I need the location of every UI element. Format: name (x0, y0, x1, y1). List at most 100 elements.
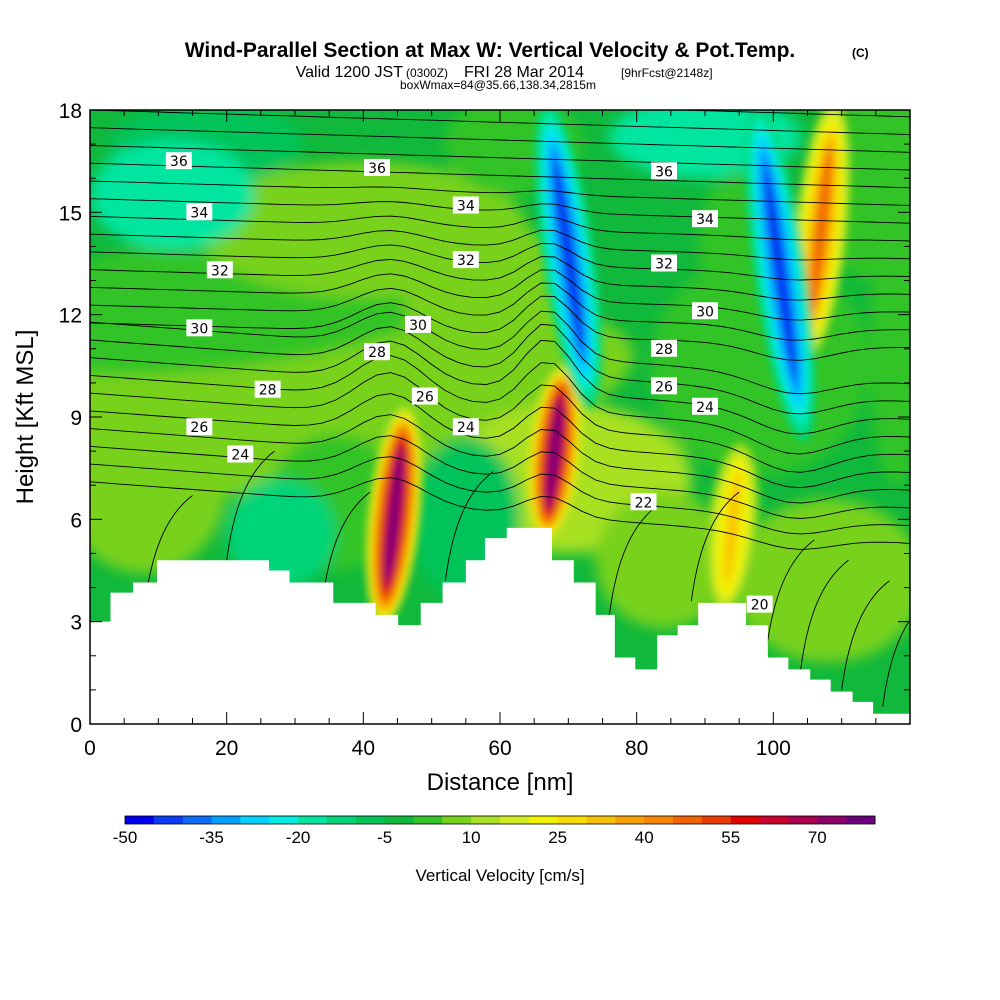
theta-contour-label: 34 (452, 196, 479, 215)
colorbar-tick-label: -50 (113, 828, 138, 847)
contour-label-box (186, 203, 213, 221)
colorbar-swatch (269, 816, 299, 824)
theta-contour-label: 32 (452, 251, 479, 269)
theta-contour-label: 34 (186, 203, 213, 221)
contour-label-text: 26 (190, 420, 208, 436)
y-tick-label: 3 (70, 612, 82, 635)
title-mark: (C) (852, 46, 869, 60)
contour-label-box (254, 380, 281, 398)
theta-contour-label: 22 (630, 493, 657, 511)
contour-label-box (692, 210, 718, 228)
contour-label-text: 20 (751, 598, 769, 614)
colorbar-tick-label: 55 (721, 828, 740, 847)
contour-label-text: 28 (259, 383, 277, 399)
theta-contour-label: 26 (651, 377, 677, 395)
contour-label-text: 24 (231, 448, 249, 464)
colorbar-swatch (355, 816, 386, 824)
colorbar-swatch (846, 816, 876, 824)
colorbar-tick-label: 10 (462, 828, 481, 847)
colorbar-swatch (701, 816, 732, 824)
field-patch (732, 498, 910, 663)
colorbar-frame (124, 815, 876, 825)
contour-label-text: 30 (409, 318, 427, 334)
colorbar-swatch (644, 816, 674, 824)
colorbar-swatch (528, 816, 559, 824)
contour-label-text: 26 (655, 379, 673, 395)
colorbar-swatch (586, 816, 616, 824)
contour-label-box (651, 377, 677, 395)
contour-label-box (452, 196, 479, 214)
colorbar-tick-label: 70 (808, 828, 827, 847)
isentrope-line (90, 145, 910, 171)
isentrope-line (766, 539, 815, 650)
colorbar-swatch (384, 816, 414, 824)
contour-label-box (452, 251, 479, 269)
colorbar-tick-label: -35 (199, 828, 224, 847)
contour-label-box (186, 418, 213, 436)
velocity-plume (812, 151, 831, 308)
velocity-plume (386, 449, 402, 583)
theta-contour-label: 36 (364, 158, 390, 177)
field-patch (90, 140, 254, 250)
theta-contour-label: 24 (452, 418, 479, 436)
contour-label-text: 24 (457, 420, 475, 436)
colorbar-swatch (326, 816, 357, 824)
colorbar-swatch (500, 816, 530, 824)
isentrope-line (90, 477, 910, 550)
contour-label-text: 32 (655, 257, 673, 273)
contour-labels: 36 36 36 34 34 34 32 32 32 30 30 30 28 28 28 26 26 26 24 24… (165, 152, 773, 614)
contour-label-text: 36 (655, 164, 673, 180)
x-tick-label: 60 (488, 737, 511, 760)
x-axis-title: Distance [nm] (427, 769, 574, 796)
isentrope-line (90, 414, 910, 504)
contour-label-box (651, 254, 677, 272)
isentrope-line (90, 355, 910, 455)
contour-label-box (746, 595, 773, 613)
theta-contour-label: 30 (405, 315, 431, 334)
velocity-plume (554, 163, 582, 347)
isentrope-line (90, 310, 910, 395)
velocity-plume (765, 170, 795, 374)
theta-contour-label: 28 (364, 343, 390, 361)
isentrope-line (90, 162, 910, 189)
isentrope-line (90, 339, 910, 435)
colorbar-swatch (298, 816, 328, 824)
theta-contour-label: 30 (692, 302, 718, 320)
contour-label-text: 24 (696, 400, 714, 416)
isentrope-line (882, 619, 910, 708)
colorbar-title: Vertical Velocity [cm/s] (415, 866, 584, 885)
theta-contour-label: 26 (411, 387, 438, 406)
colorbar-swatch (240, 816, 270, 824)
theta-contour-label: 30 (186, 319, 213, 337)
subtitle-forecast: [9hrFcst@2148z] (621, 66, 713, 80)
field-patch (595, 492, 733, 629)
y-tick-label: 9 (70, 407, 82, 430)
theta-contour-label: 32 (206, 261, 233, 279)
contour-label-text: 32 (211, 263, 229, 279)
contour-label-text: 34 (696, 212, 714, 228)
contour-label-box (692, 397, 718, 415)
contour-label-box (651, 339, 677, 357)
theta-contour-label: 24 (227, 445, 254, 464)
colorbar-tick-label: -5 (377, 828, 392, 847)
contour-label-text: 36 (368, 161, 386, 177)
isentrope-line (90, 242, 910, 281)
colorbar-swatch (673, 816, 703, 824)
isentrope-line (90, 282, 910, 341)
contour-label-box (651, 162, 677, 180)
isentrope-line (90, 372, 910, 473)
subtitle-valid: Valid 1200 JST (296, 64, 404, 81)
y-tick-label: 15 (59, 202, 82, 225)
colorbar-swatch (730, 816, 761, 824)
contour-label-text: 34 (457, 199, 475, 215)
subtitle-detail: boxWmax=84@35.66,138.34,2815m (400, 78, 596, 92)
colorbar-swatch (557, 816, 588, 824)
isentrope-line (90, 435, 910, 519)
colorbar-tick-label: -20 (286, 828, 311, 847)
colorbar-swatch (211, 816, 241, 824)
contour-label-text: 26 (416, 390, 434, 406)
isentrope-line (90, 180, 910, 206)
isentrope-line (800, 559, 849, 670)
contour-label-box (692, 302, 718, 320)
